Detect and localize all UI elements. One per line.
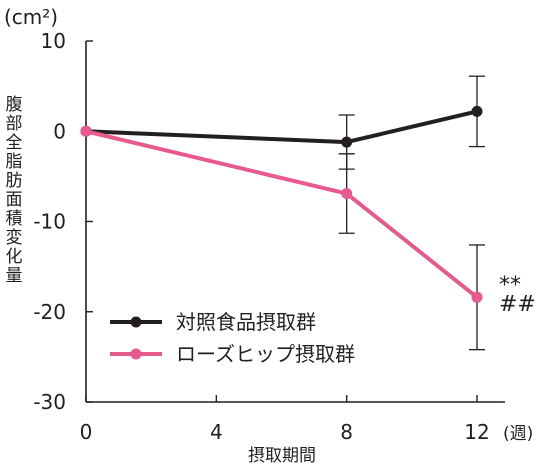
y-axis-label-char: 全 (5, 133, 23, 153)
legend-label: 対照食品摂取群 (176, 310, 316, 334)
y-axis-label-char: 積 (5, 209, 23, 229)
y-axis-label-char: 面 (5, 190, 23, 210)
y-axis-label-char: 腹 (5, 95, 23, 115)
significance-mark: ## (499, 292, 536, 317)
y-axis-label-char: 化 (5, 247, 23, 267)
x-axis-label: 摂取期間 (248, 446, 316, 465)
series-line-1 (85, 129, 479, 299)
y-axis-label: 腹部全脂肪面積変化量 (2, 96, 26, 286)
y-tick-label: 10 (41, 29, 66, 53)
x-unit-label: (週) (503, 424, 533, 444)
y-axis-label-char: 部 (5, 114, 23, 134)
y-axis-label-char: 肪 (5, 171, 23, 191)
x-tick-label: 0 (80, 420, 93, 444)
data-point-0 (471, 105, 483, 117)
annotations: **## (499, 273, 536, 317)
x-tick-label: 8 (340, 420, 353, 444)
y-axis-label-char: 変 (5, 228, 23, 248)
y-tick-label: -30 (33, 390, 66, 414)
y-tick-label: -20 (33, 300, 66, 324)
y-unit-label: (cm²) (4, 5, 58, 29)
data-point-1 (80, 125, 92, 137)
y-tick-label: 0 (53, 119, 66, 143)
legend-swatch-marker (130, 316, 142, 328)
legend-swatch-marker (130, 348, 142, 360)
series-line-0 (85, 109, 478, 145)
x-tick-label: 4 (210, 420, 223, 444)
series-points (80, 105, 483, 303)
data-point-1 (341, 188, 353, 200)
data-point-1 (471, 291, 483, 303)
y-axis-label-char: 量 (5, 266, 23, 286)
series-lines (85, 109, 479, 299)
x-tick-label: 12 (464, 420, 489, 444)
legend-label: ローズヒップ摂取群 (176, 342, 355, 366)
data-point-0 (341, 136, 353, 148)
axes: 10 0 -10 -20 -30 0 4 8 12 (33, 29, 505, 444)
axis-labels: (cm²) (週) 摂取期間 (4, 5, 533, 465)
y-tick-label: -10 (33, 210, 66, 234)
significance-mark: ** (499, 273, 521, 298)
error-bars (338, 75, 485, 351)
y-axis-label-char: 脂 (5, 152, 23, 172)
